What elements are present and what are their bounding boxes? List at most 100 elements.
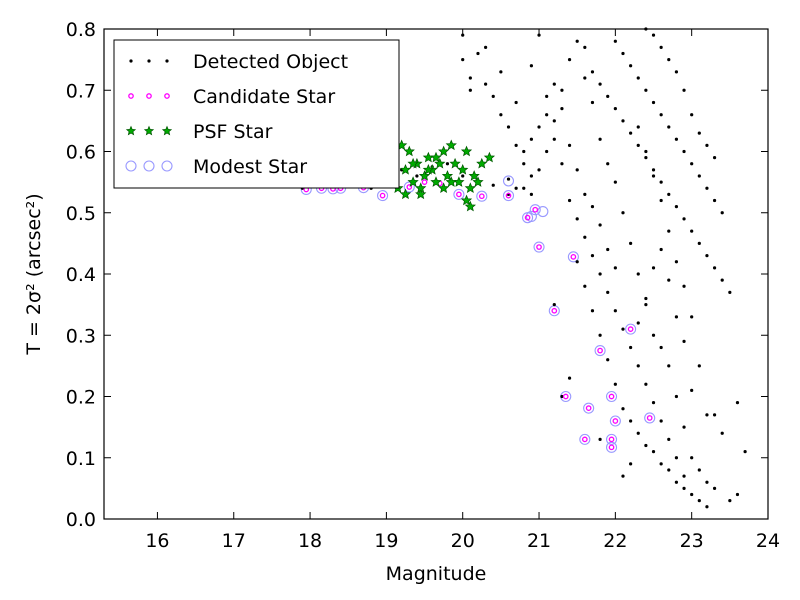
candidate-star-point (456, 191, 462, 198)
x-axis: 16 17 18 19 20 21 22 23 24 (145, 29, 780, 552)
detected-object-point (659, 247, 663, 252)
psf-star-point (407, 157, 419, 169)
modest-star-point (453, 188, 465, 200)
detected-object-point (651, 168, 656, 172)
x-tick-label: 18 (298, 530, 322, 552)
detected-object-point (682, 149, 686, 154)
candidate-star-point (570, 254, 577, 260)
legend-marker (147, 59, 151, 63)
detected-object-point (659, 462, 663, 466)
detected-object-point (674, 394, 679, 399)
detected-object-point (461, 174, 465, 178)
detected-object-point (667, 278, 671, 282)
modest-star-point (377, 190, 389, 202)
detected-object-point (613, 107, 617, 111)
legend-entry: Detected Object (129, 51, 348, 73)
detected-object-point (682, 486, 686, 490)
detected-object-point (537, 125, 541, 129)
detected-object-point (674, 315, 679, 319)
detected-object-point (567, 58, 572, 62)
candidate-star-point (585, 405, 592, 411)
detected-object-point (674, 205, 679, 209)
detected-object-point (735, 492, 740, 497)
x-tick-label: 23 (680, 530, 704, 552)
y-tick-label: 0.4 (66, 264, 96, 286)
psf-star-point (403, 145, 415, 157)
detected-object-point (697, 499, 701, 503)
psf-star-point (457, 163, 469, 175)
legend: Detected Object Candidate Star PSF Star Mod… (113, 39, 400, 189)
legend-marker (125, 160, 137, 172)
detected-object-point (606, 290, 610, 294)
candidate-star-point (612, 418, 619, 424)
detected-object-point (629, 462, 633, 466)
detected-object-point (606, 94, 610, 98)
psf-star-point (453, 176, 465, 187)
psf-star-point (399, 188, 412, 200)
detected-object-point (682, 474, 686, 478)
modest-star-point (605, 441, 618, 453)
detected-object-point (537, 168, 541, 172)
detected-object-point (705, 480, 709, 484)
psf-star-point (430, 176, 442, 187)
candidate-star-point (608, 444, 615, 451)
modest-star-point (609, 415, 621, 427)
psf-star-point (422, 163, 434, 175)
detected-object-point (621, 407, 625, 411)
detected-object-point (712, 266, 717, 270)
detected-object-point (560, 88, 564, 92)
psf-star-point (422, 151, 434, 163)
detected-object-point (651, 100, 656, 105)
detected-object-point (697, 468, 701, 472)
detected-object-point (529, 174, 534, 178)
detected-object-point (644, 443, 648, 448)
detected-object-point (575, 217, 579, 221)
detected-object-point (613, 309, 617, 313)
psf-star-point (464, 182, 476, 194)
psf-star-point (430, 151, 442, 163)
detected-object-point (560, 394, 564, 399)
legend-marker (165, 59, 169, 63)
detected-object-point (621, 474, 625, 478)
modest-star-point (476, 190, 488, 202)
candidate-star-point (532, 206, 539, 213)
detected-object-point (720, 278, 724, 282)
detected-object-point (697, 131, 701, 135)
detected-object-point (682, 88, 686, 92)
detected-object-point (575, 39, 579, 43)
psf-star-point (476, 157, 488, 169)
psf-star-point (415, 182, 427, 194)
detected-object-point (690, 492, 694, 497)
psf-star-point (399, 163, 412, 175)
detected-object-point (629, 419, 633, 423)
detected-object-point (491, 183, 495, 187)
detected-object-point (735, 401, 740, 405)
legend-entry: Candidate Star (128, 86, 335, 108)
legend-marker (146, 93, 152, 99)
detected-object-point (690, 315, 694, 319)
modest-star-point (579, 433, 591, 445)
psf-star-point (445, 139, 457, 151)
candidate-star-point (379, 192, 386, 199)
candidate-star-point (505, 192, 512, 199)
detected-object-point (712, 413, 717, 417)
psf-star-point (464, 200, 476, 212)
detected-object-point (560, 107, 564, 111)
detected-object-point (621, 327, 625, 331)
detected-object-point (484, 82, 488, 86)
detected-object-point (545, 113, 549, 117)
y-tick-label: 0.7 (66, 80, 96, 102)
detected-object-point (682, 217, 686, 221)
detected-object-point (514, 143, 518, 147)
detected-object-point (583, 192, 587, 196)
detected-object-point (590, 254, 595, 258)
modest-star-point (583, 402, 595, 414)
detected-object-point (705, 186, 709, 190)
detected-object-point (712, 198, 717, 203)
modest-star-point-group (300, 175, 656, 453)
detected-object-point (667, 58, 671, 62)
detected-object-point (552, 82, 556, 86)
detected-object-point (552, 119, 556, 123)
detected-object-point (705, 143, 709, 147)
detected-object-point (720, 431, 724, 435)
